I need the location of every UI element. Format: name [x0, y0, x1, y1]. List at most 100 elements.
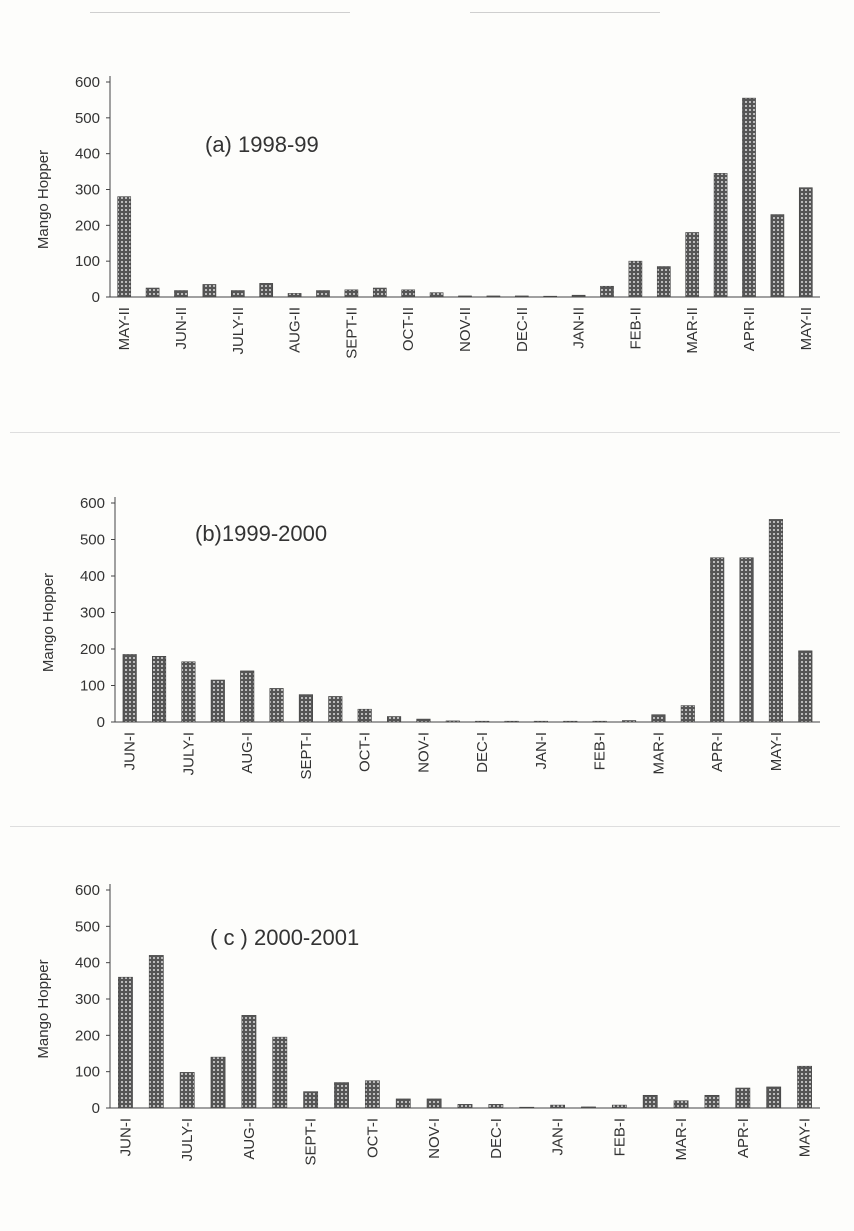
x-tick-label: JUN-I	[117, 1118, 134, 1156]
bar	[673, 1100, 689, 1109]
bar	[488, 1104, 504, 1109]
y-tick-label: 200	[80, 641, 105, 658]
y-tick-label: 100	[75, 1064, 100, 1081]
bar	[642, 1094, 658, 1109]
scan-line	[10, 432, 840, 433]
x-tick-label: FEB-I	[611, 1118, 628, 1156]
bar	[298, 694, 313, 723]
bar	[395, 1098, 411, 1109]
bar	[628, 260, 643, 298]
y-tick-label: 500	[75, 918, 100, 935]
bar	[328, 696, 343, 723]
bar	[768, 519, 783, 723]
x-tick-label: JAN-II	[571, 307, 588, 349]
bar	[581, 1106, 596, 1109]
bar	[202, 284, 217, 298]
bar	[179, 1072, 195, 1109]
bar	[742, 97, 756, 298]
bar	[533, 720, 548, 723]
x-tick-label: NOV-II	[457, 307, 474, 352]
x-tick-label: MAY-II	[798, 307, 815, 350]
y-tick-label: 0	[92, 289, 100, 306]
scan-line	[10, 826, 840, 827]
bar	[457, 1104, 473, 1109]
y-tick-label: 100	[75, 253, 100, 270]
y-axis-label: Mango Hopper	[40, 573, 57, 672]
bar	[550, 1104, 566, 1109]
bar	[287, 293, 302, 298]
x-tick-label: NOV-I	[426, 1118, 443, 1159]
x-tick-label: APR-I	[735, 1118, 752, 1158]
bar	[118, 976, 133, 1109]
bar	[364, 1080, 380, 1109]
x-tick-label: DEC-I	[488, 1118, 505, 1159]
bar	[770, 214, 785, 298]
x-tick-label: FEB-I	[592, 732, 609, 770]
x-tick-label: AUG-I	[241, 1118, 258, 1160]
y-tick-label: 300	[75, 182, 100, 199]
bar	[174, 290, 188, 298]
y-tick-label: 600	[75, 74, 100, 91]
bar	[117, 196, 132, 298]
bar	[651, 714, 666, 723]
bar	[600, 285, 614, 298]
x-tick-label: APR-II	[741, 307, 758, 351]
bar	[272, 1036, 288, 1109]
bar	[563, 720, 578, 723]
x-tick-label: NOV-I	[415, 732, 432, 773]
bar	[145, 287, 160, 298]
bar	[504, 720, 519, 723]
y-tick-label: 600	[75, 882, 100, 899]
bar	[401, 289, 416, 298]
x-tick-label: SEPT-I	[298, 732, 315, 780]
x-tick-label: APR-I	[709, 732, 726, 772]
x-tick-label: MAR-I	[650, 732, 667, 775]
bar	[704, 1094, 720, 1109]
bar	[259, 283, 274, 298]
y-tick-label: 400	[75, 955, 100, 972]
y-tick-label: 0	[92, 1100, 100, 1117]
bar	[739, 557, 754, 723]
bar	[303, 1091, 319, 1109]
x-tick-label: SEPT-I	[303, 1118, 320, 1166]
x-tick-label: DEC-II	[514, 307, 531, 352]
x-tick-label: JAN-I	[550, 1118, 567, 1156]
chart-title: ( c ) 2000-2001	[210, 925, 359, 950]
x-tick-label: JULY-I	[180, 732, 197, 775]
chart-a: (a) 1998-99 Mango Hopper 0 100 200 300 400 50…	[35, 74, 820, 359]
bar	[230, 290, 245, 298]
bar	[240, 670, 255, 723]
chart-title: (b)1999-2000	[195, 521, 327, 546]
x-tick-label: AUG-I	[239, 732, 256, 774]
bar	[241, 1015, 257, 1109]
x-tick-label: JULY-II	[230, 307, 247, 355]
y-tick-label: 600	[80, 495, 105, 512]
x-tick-label: JUN-I	[122, 732, 139, 770]
x-tick-label: MAY-II	[116, 307, 133, 350]
y-axis-label: Mango Hopper	[35, 959, 52, 1058]
bar	[316, 290, 330, 298]
bar	[458, 295, 472, 298]
bar	[269, 688, 284, 723]
bar	[486, 295, 501, 298]
bar	[426, 1098, 442, 1109]
bar	[543, 295, 558, 298]
x-tick-label: JAN-I	[533, 732, 550, 770]
x-tick-label: JULY-I	[179, 1118, 196, 1161]
bar	[622, 720, 637, 723]
bar	[680, 705, 695, 723]
bar	[797, 1065, 812, 1109]
y-tick-label: 500	[75, 110, 100, 127]
bar	[514, 295, 529, 298]
x-tick-label: AUG-II	[287, 307, 304, 353]
x-tick-label: FEB-II	[627, 307, 644, 350]
bar	[735, 1087, 751, 1109]
x-tick-label: SEPT-II	[343, 307, 360, 359]
bar	[685, 232, 700, 298]
bar	[181, 661, 196, 723]
x-tick-label: DEC-I	[474, 732, 491, 773]
bar	[766, 1086, 782, 1109]
x-tick-label: JUN-II	[173, 307, 190, 350]
y-tick-label: 100	[80, 678, 105, 695]
